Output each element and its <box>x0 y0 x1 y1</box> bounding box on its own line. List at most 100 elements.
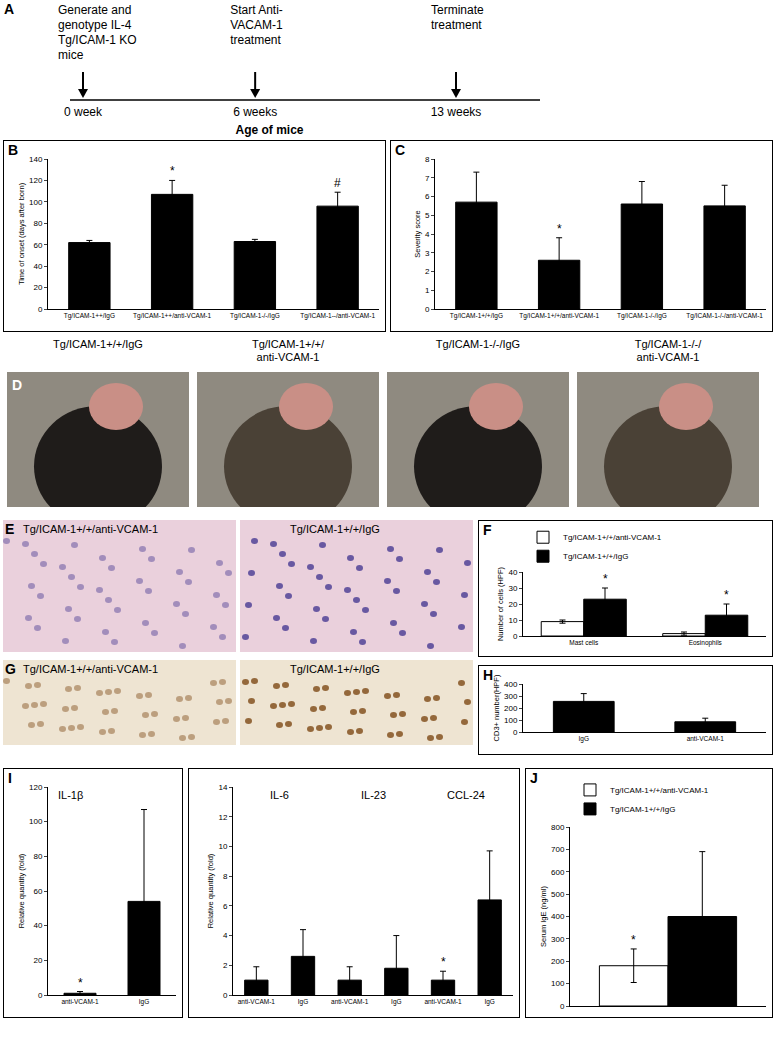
svg-text:300: 300 <box>551 935 565 944</box>
svg-text:80: 80 <box>33 219 42 228</box>
svg-text:treatment: treatment <box>230 33 281 47</box>
svg-text:100: 100 <box>551 979 565 988</box>
svg-text:0: 0 <box>560 1002 565 1011</box>
svg-text:40: 40 <box>508 568 517 577</box>
svg-text:700: 700 <box>551 845 565 854</box>
svg-text:Serum IgE (ng/ml): Serum IgE (ng/ml) <box>539 886 548 947</box>
svg-text:Mast cells: Mast cells <box>569 639 599 646</box>
svg-text:Tg/ICAM-1+/+/anti-VCAM-1: Tg/ICAM-1+/+/anti-VCAM-1 <box>563 533 662 542</box>
svg-text:IgG: IgG <box>391 998 401 1006</box>
svg-text:60: 60 <box>33 887 42 896</box>
svg-text:0: 0 <box>513 632 518 641</box>
svg-text:4: 4 <box>223 931 228 940</box>
svg-text:400: 400 <box>551 912 565 921</box>
svg-text:Tg/ICAM-1 KO: Tg/ICAM-1 KO <box>58 33 137 47</box>
svg-text:20: 20 <box>33 283 42 292</box>
svg-text:200: 200 <box>551 957 565 966</box>
svg-text:Tg/ICAM-1+/+/IgG: Tg/ICAM-1+/+/IgG <box>610 805 675 814</box>
svg-text:20: 20 <box>33 956 42 965</box>
svg-text:Terminate: Terminate <box>431 3 484 17</box>
svg-text:Tg/ICAM-1++/IgG: Tg/ICAM-1++/IgG <box>64 312 115 320</box>
svg-text:140: 140 <box>29 155 43 164</box>
svg-text:6: 6 <box>425 192 430 201</box>
svg-text:Tg/ICAM-1-/-/anti-VCAM-1: Tg/ICAM-1-/-/anti-VCAM-1 <box>686 312 763 320</box>
svg-text:5: 5 <box>425 211 430 220</box>
svg-text:6: 6 <box>223 902 228 911</box>
svg-text:*: * <box>78 976 83 990</box>
svg-text:7: 7 <box>425 174 430 183</box>
svg-text:IL-6: IL-6 <box>270 789 289 801</box>
svg-text:Tg/ICAM-1+/+/anti-VCAM-1: Tg/ICAM-1+/+/anti-VCAM-1 <box>519 312 599 320</box>
svg-text:100: 100 <box>504 716 518 725</box>
svg-text:1: 1 <box>425 286 430 295</box>
svg-text:100: 100 <box>29 198 43 207</box>
svg-text:Tg/ICAM-1-/-/IgG: Tg/ICAM-1-/-/IgG <box>230 312 280 320</box>
svg-text:Tg/ICAM-1+/+/anti-VCAM-1: Tg/ICAM-1+/+/anti-VCAM-1 <box>610 786 709 795</box>
svg-text:Tg/ICAM-1-/-/IgG: Tg/ICAM-1-/-/IgG <box>617 312 667 320</box>
svg-text:anti-VCAM-1: anti-VCAM-1 <box>687 735 725 742</box>
svg-text:anti-VCAM-1: anti-VCAM-1 <box>238 998 276 1005</box>
svg-text:60: 60 <box>33 241 42 250</box>
svg-text:10: 10 <box>508 616 517 625</box>
svg-text:anti-VCAM-1: anti-VCAM-1 <box>331 998 369 1005</box>
svg-text:2: 2 <box>425 267 430 276</box>
svg-text:IL-23: IL-23 <box>361 789 386 801</box>
svg-text:IgG: IgG <box>139 998 149 1006</box>
svg-text:genotype IL-4: genotype IL-4 <box>58 18 132 32</box>
svg-text:#: # <box>334 176 341 190</box>
svg-text:300: 300 <box>504 692 518 701</box>
svg-text:*: * <box>724 588 729 602</box>
svg-text:400: 400 <box>504 680 518 689</box>
svg-text:0: 0 <box>513 728 518 737</box>
svg-text:Tg/ICAM-1+/+/IgG: Tg/ICAM-1+/+/IgG <box>450 312 503 320</box>
svg-text:600: 600 <box>551 868 565 877</box>
svg-text:CCL-24: CCL-24 <box>447 789 485 801</box>
svg-text:mice: mice <box>58 48 84 62</box>
svg-text:Time of onset (days after born: Time of onset (days after born) <box>17 182 26 285</box>
svg-text:3: 3 <box>425 249 430 258</box>
svg-text:IgG: IgG <box>484 998 494 1006</box>
svg-text:IgG: IgG <box>579 735 589 743</box>
svg-text:10: 10 <box>218 842 227 851</box>
svg-text:IL-1β: IL-1β <box>58 789 83 801</box>
svg-text:0: 0 <box>425 305 430 314</box>
svg-text:Eosinophils: Eosinophils <box>689 639 723 647</box>
svg-text:anti-VCAM-1: anti-VCAM-1 <box>424 998 462 1005</box>
svg-text:Start Anti-: Start Anti- <box>230 3 283 17</box>
svg-text:14: 14 <box>218 783 227 792</box>
svg-text:40: 40 <box>33 921 42 930</box>
svg-text:*: * <box>603 572 608 586</box>
svg-text:120: 120 <box>29 176 43 185</box>
svg-text:500: 500 <box>551 890 565 899</box>
svg-text:Number of cells (HPF): Number of cells (HPF) <box>496 566 505 641</box>
svg-text:Relative quantity (fold): Relative quantity (fold) <box>17 853 26 928</box>
svg-text:treatment: treatment <box>431 18 482 32</box>
svg-text:CD3+ number(HPF): CD3+ number(HPF) <box>492 674 501 741</box>
svg-text:anti-VCAM-1: anti-VCAM-1 <box>61 998 99 1005</box>
svg-text:Severity score: Severity score <box>413 210 422 258</box>
svg-text:6 weeks: 6 weeks <box>233 105 277 119</box>
svg-text:8: 8 <box>425 155 430 164</box>
svg-text:0 week: 0 week <box>64 105 103 119</box>
svg-text:Tg/ICAM-1+/+/IgG: Tg/ICAM-1+/+/IgG <box>563 552 628 561</box>
svg-text:20: 20 <box>508 600 517 609</box>
svg-text:120: 120 <box>29 783 43 792</box>
svg-text:100: 100 <box>29 817 43 826</box>
svg-text:Tg/ICAM-1--/anti-VCAM-1: Tg/ICAM-1--/anti-VCAM-1 <box>300 312 375 320</box>
svg-text:12: 12 <box>218 813 227 822</box>
svg-text:*: * <box>631 933 636 947</box>
svg-text:13 weeks: 13 weeks <box>431 105 482 119</box>
svg-text:30: 30 <box>508 584 517 593</box>
svg-text:800: 800 <box>551 823 565 832</box>
svg-text:Generate and: Generate and <box>58 3 131 17</box>
svg-text:*: * <box>170 164 175 178</box>
svg-text:0: 0 <box>223 991 228 1000</box>
svg-text:200: 200 <box>504 704 518 713</box>
svg-text:IgG: IgG <box>298 998 308 1006</box>
svg-text:Age of mice: Age of mice <box>235 123 303 137</box>
svg-text:0: 0 <box>38 305 43 314</box>
svg-text:40: 40 <box>33 262 42 271</box>
svg-text:8: 8 <box>223 872 228 881</box>
svg-text:*: * <box>557 222 562 236</box>
svg-text:80: 80 <box>33 852 42 861</box>
